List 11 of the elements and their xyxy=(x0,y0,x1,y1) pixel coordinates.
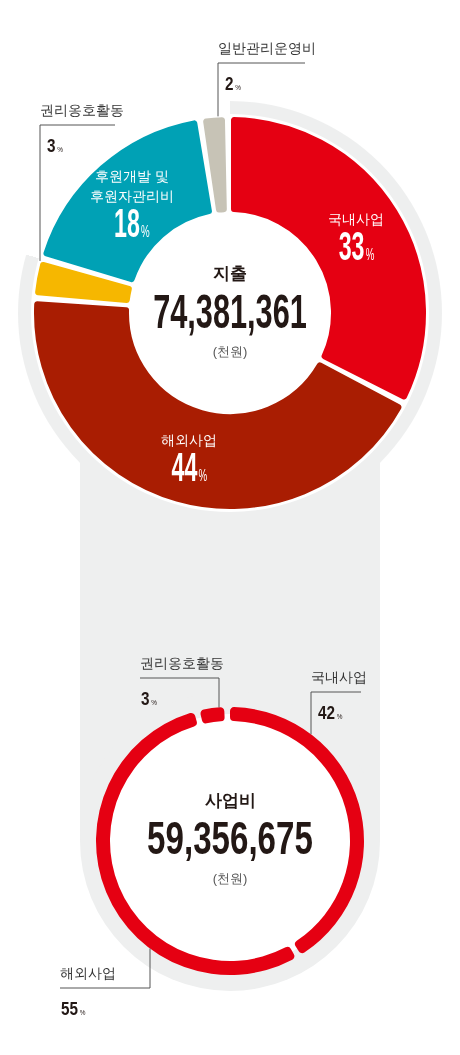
text: (천원) xyxy=(212,871,248,886)
slice-label: 국내사업 xyxy=(311,669,367,685)
text: 74,381,361 xyxy=(153,285,307,339)
slice-label: 권리옹호활동 xyxy=(40,102,124,118)
slice-label: 권리옹호활동 xyxy=(140,655,224,671)
text: 59,356,675 xyxy=(147,812,313,864)
text: (천원) xyxy=(212,344,248,359)
slice-label: 해외사업 xyxy=(60,965,116,981)
slice-label: 일반관리운영비 xyxy=(218,40,316,56)
text: 사업비 xyxy=(204,791,256,810)
text: 지출 xyxy=(213,264,247,283)
